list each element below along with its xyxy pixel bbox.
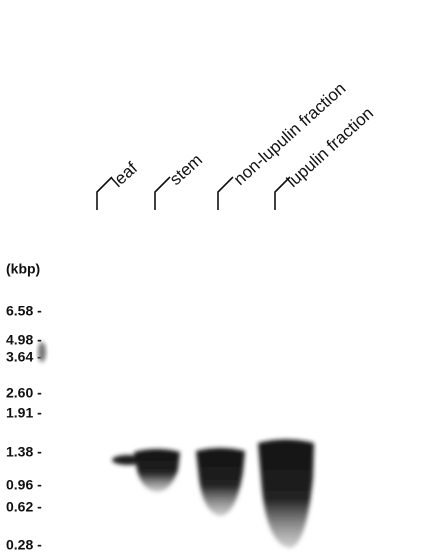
marker-label: 3.64 -: [6, 349, 42, 365]
marker-label: 4.98 -: [6, 332, 42, 348]
bands: [112, 440, 314, 549]
lane-label: stem: [166, 150, 206, 189]
blot-figure: leaf stem non-lupulin fraction lupulin f…: [0, 0, 421, 554]
marker-label: 1.91 -: [6, 405, 42, 421]
marker-label: 1.38 -: [6, 444, 42, 460]
marker-label: 0.28 -: [6, 537, 42, 553]
band: [258, 440, 314, 549]
marker-label: 0.96 -: [6, 477, 42, 493]
marker-label: 6.58 -: [6, 303, 42, 319]
lane-label: leaf: [108, 158, 141, 191]
band: [196, 448, 245, 516]
band: [134, 449, 180, 492]
marker-label: 2.60 -: [6, 385, 42, 401]
marker-smear: [38, 342, 46, 362]
unit-label: (kbp): [6, 261, 40, 277]
marker-label: 0.62 -: [6, 499, 42, 515]
